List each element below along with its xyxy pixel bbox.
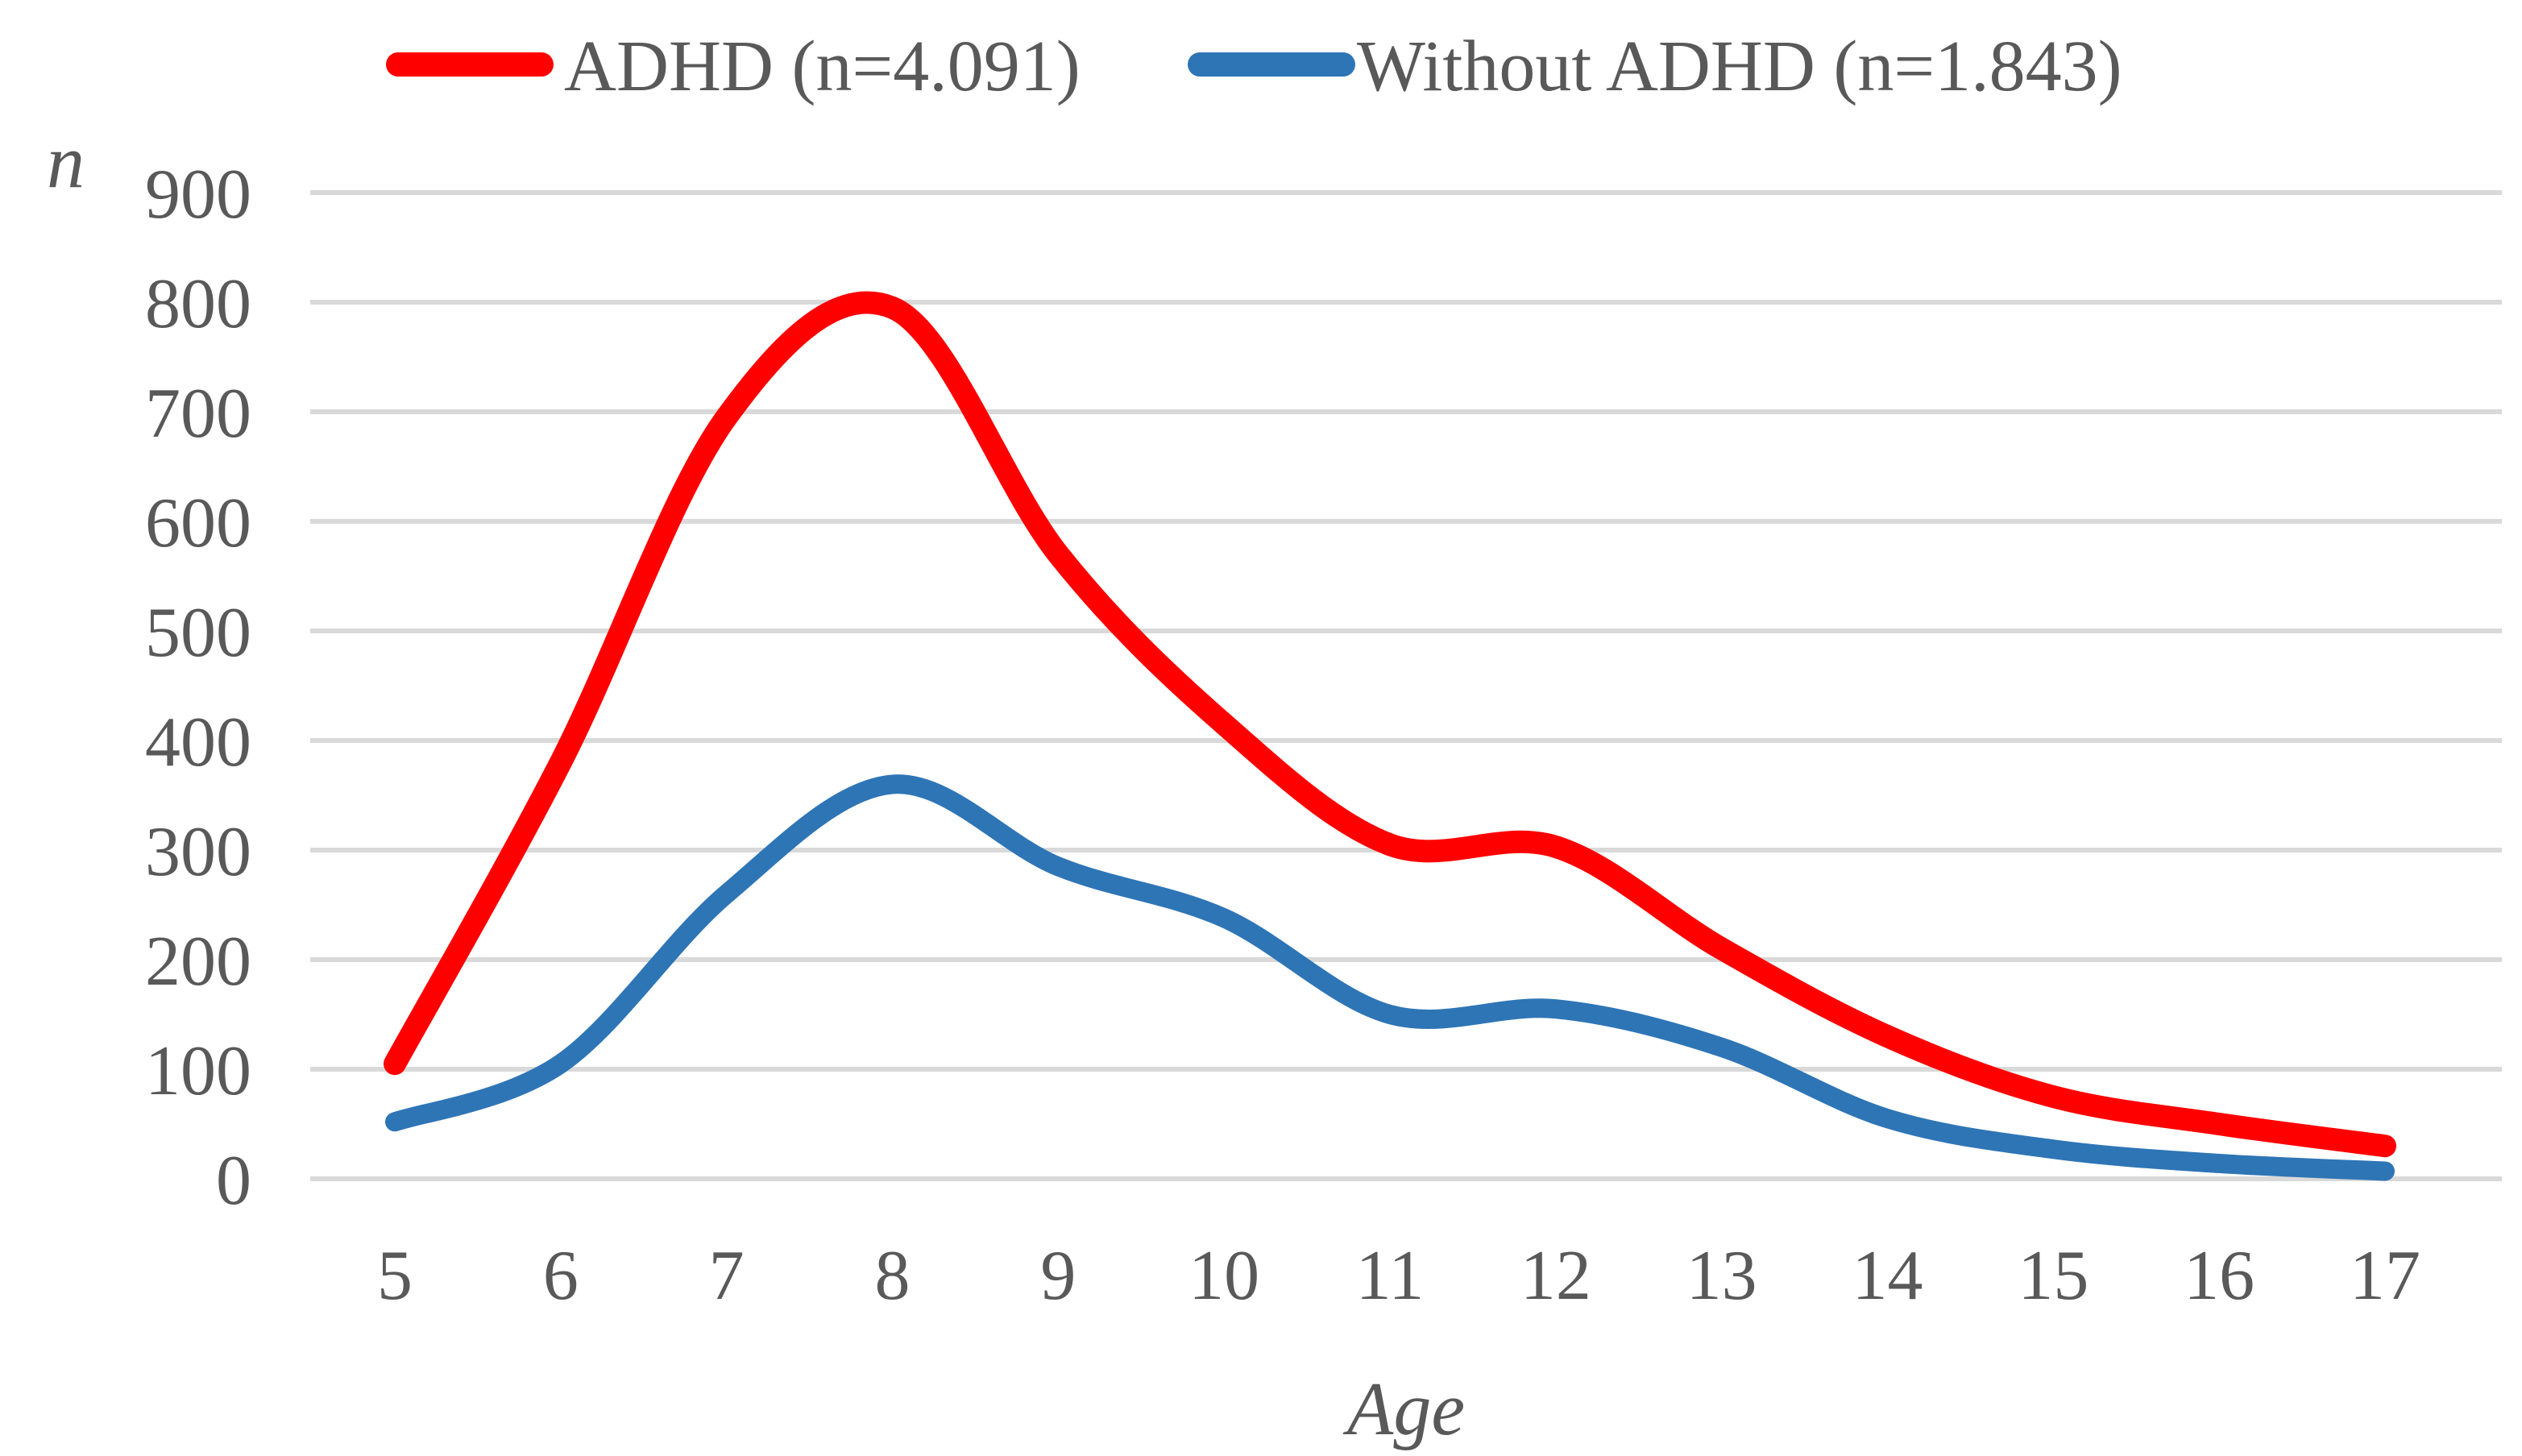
x-tick-label-6: 6 (543, 1237, 579, 1315)
x-tick-label-13: 13 (1686, 1237, 1757, 1315)
series-line-0 (384, 291, 2396, 1158)
y-tick-label-300: 300 (145, 813, 251, 891)
y-axis-tick-labels: 0 100 200 300 400 500 600 700 800 900 (145, 156, 251, 1220)
x-tick-label-17: 17 (2350, 1237, 2420, 1315)
x-tick-label-10: 10 (1188, 1237, 1259, 1315)
x-tick-label-14: 14 (1852, 1237, 1923, 1315)
y-tick-label-100: 100 (145, 1032, 251, 1110)
x-tick-label-7: 7 (709, 1237, 745, 1315)
x-tick-label-8: 8 (875, 1237, 910, 1315)
chart-legend: ADHD (n=4.091) Without ADHD (n=1.843) (386, 27, 2122, 106)
x-tick-label-16: 16 (2184, 1237, 2254, 1315)
y-tick-label-200: 200 (145, 923, 251, 1001)
y-tick-label-900: 900 (145, 156, 251, 234)
x-tick-label-9: 9 (1040, 1237, 1076, 1315)
legend-label-1: Without ADHD (n=1.843) (1357, 27, 2122, 106)
gridlines (310, 190, 2502, 1181)
legend-label-0: ADHD (n=4.091) (564, 27, 1081, 106)
x-tick-label-11: 11 (1356, 1237, 1425, 1315)
y-tick-label-0: 0 (216, 1142, 251, 1220)
x-tick-label-12: 12 (1520, 1237, 1591, 1315)
x-axis-label: Age (1342, 1367, 1465, 1451)
y-axis-label: n (47, 120, 85, 204)
y-tick-label-600: 600 (145, 484, 251, 562)
legend-item-1: Without ADHD (n=1.843) (1188, 27, 2122, 106)
y-tick-label-700: 700 (145, 375, 251, 453)
series-line-1 (385, 774, 2395, 1181)
x-tick-label-15: 15 (2018, 1237, 2089, 1315)
y-tick-label-800: 800 (145, 265, 251, 343)
y-tick-label-400: 400 (145, 703, 251, 782)
legend-item-0: ADHD (n=4.091) (386, 27, 1081, 106)
x-tick-label-5: 5 (377, 1237, 413, 1315)
series-lines (384, 291, 2396, 1181)
x-axis-tick-labels: 5 6 7 8 9 10 11 12 13 14 15 16 17 (377, 1237, 2420, 1315)
y-tick-label-500: 500 (145, 594, 251, 672)
